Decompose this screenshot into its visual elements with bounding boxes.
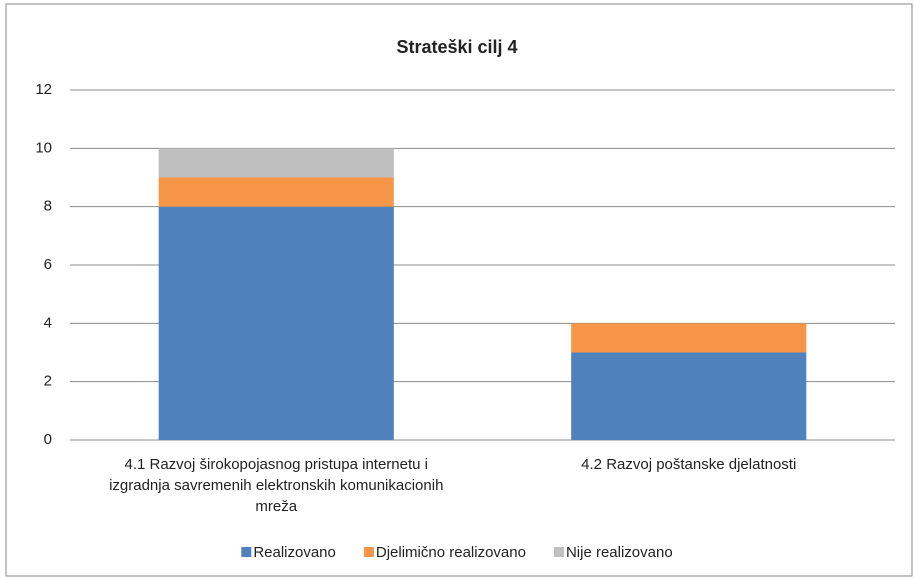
y-tick-label: 6 — [44, 256, 52, 273]
x-tick-label: 4.2 Razvoj poštanske djelatnosti — [581, 456, 797, 473]
y-tick-label: 0 — [44, 431, 52, 448]
legend-swatch — [241, 547, 252, 557]
x-tick-label: 4.1 Razvoj širokopojasnog pristupa inter… — [109, 456, 444, 515]
y-tick-label: 4 — [44, 314, 52, 331]
bar-segment — [571, 352, 807, 440]
y-tick-label: 10 — [35, 139, 52, 156]
legend-swatch — [553, 547, 564, 557]
legend-label: Djelimično realizovano — [376, 544, 526, 561]
chart-border — [5, 3, 913, 577]
legend-label: Realizovano — [253, 544, 336, 561]
bar-segment — [571, 323, 807, 353]
bar-segment — [158, 177, 394, 207]
bar-segment — [158, 206, 394, 440]
legend-swatch — [363, 547, 374, 557]
legend-label: Nije realizovano — [566, 544, 673, 561]
y-tick-label: 2 — [44, 373, 52, 390]
y-tick-label: 8 — [44, 198, 52, 215]
chart-title: Strateški cilj 4 — [396, 37, 517, 57]
y-tick-label: 12 — [35, 81, 52, 98]
bar-segment — [158, 148, 394, 178]
